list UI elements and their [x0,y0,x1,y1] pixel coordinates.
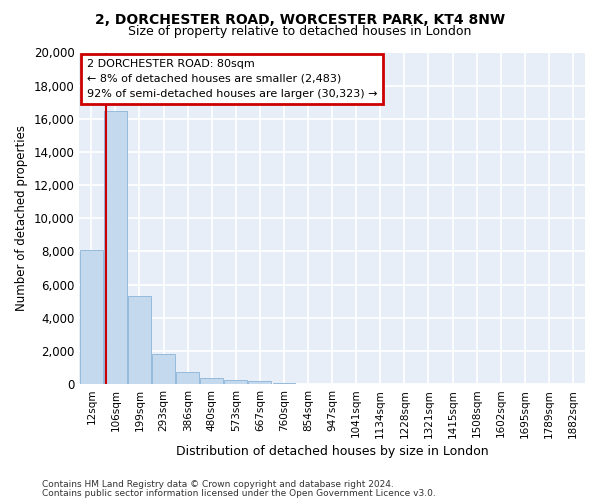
Bar [152,354,175,384]
Bar [272,382,295,384]
Bar [80,250,103,384]
Text: Size of property relative to detached houses in London: Size of property relative to detached ho… [128,25,472,38]
Bar [224,380,247,384]
Bar [128,296,151,384]
Text: 2 DORCHESTER ROAD: 80sqm
← 8% of detached houses are smaller (2,483)
92% of semi: 2 DORCHESTER ROAD: 80sqm ← 8% of detache… [87,59,377,98]
Text: Contains HM Land Registry data © Crown copyright and database right 2024.: Contains HM Land Registry data © Crown c… [42,480,394,489]
X-axis label: Distribution of detached houses by size in London: Distribution of detached houses by size … [176,444,488,458]
Bar [176,372,199,384]
Text: 2, DORCHESTER ROAD, WORCESTER PARK, KT4 8NW: 2, DORCHESTER ROAD, WORCESTER PARK, KT4 … [95,12,505,26]
Bar [248,382,271,384]
Bar [104,110,127,384]
Bar [200,378,223,384]
Y-axis label: Number of detached properties: Number of detached properties [15,125,28,311]
Text: Contains public sector information licensed under the Open Government Licence v3: Contains public sector information licen… [42,488,436,498]
